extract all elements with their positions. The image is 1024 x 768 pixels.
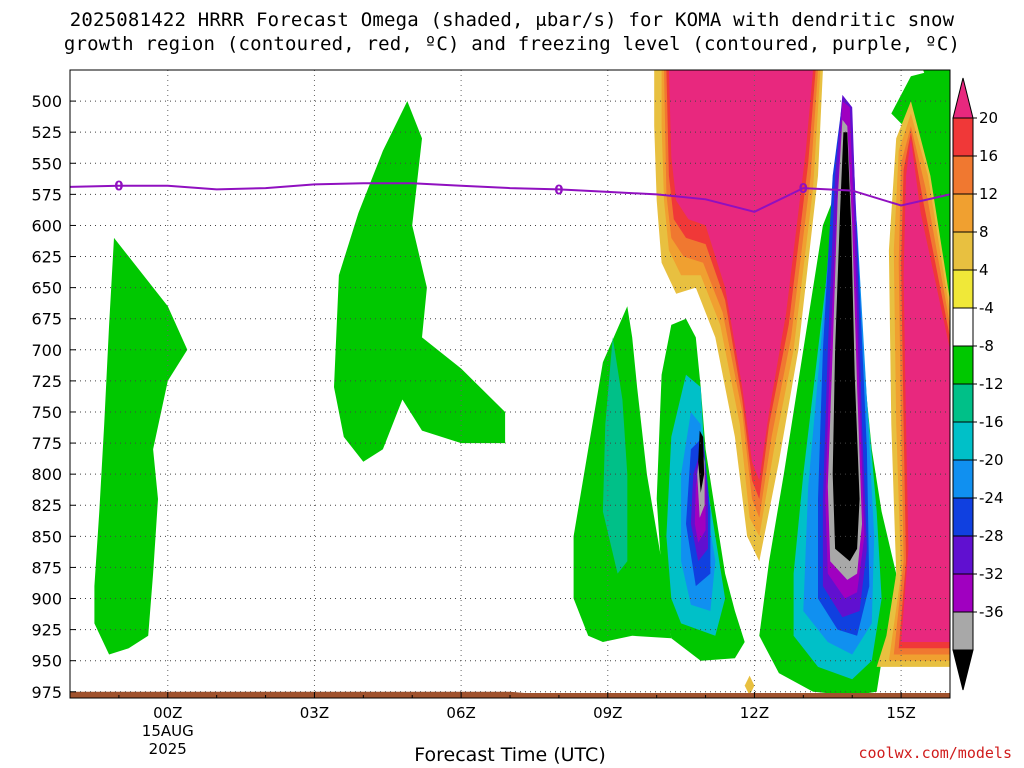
y-tick-label-600: 600: [31, 216, 62, 235]
title-line-2: growth region (contoured, red, ºC) and f…: [63, 33, 961, 55]
colorbar-label-12: -32: [979, 565, 1004, 583]
colorbar-label-3: 8: [979, 223, 989, 241]
colorbar-segment-11: [952, 497, 974, 537]
omega-region-25: [668, 70, 814, 481]
y-tick-label-925: 925: [31, 621, 62, 640]
y-tick-label-900: 900: [31, 590, 62, 609]
terrain-fill: [70, 691, 950, 698]
y-tick-label-950: 950: [31, 652, 62, 671]
omega-region-20: [832, 132, 860, 562]
colorbar-bottom-arrow: [952, 649, 974, 691]
y-tick-label-550: 550: [31, 154, 62, 173]
y-tick-label-750: 750: [31, 403, 62, 422]
y-tick-label-825: 825: [31, 496, 62, 515]
colorbar-segment-5: [952, 269, 974, 309]
y-tick-label-975: 975: [31, 683, 62, 702]
y-tick-label-700: 700: [31, 341, 62, 360]
colorbar-label-8: -16: [979, 413, 1004, 431]
x-tick-label-00Z: 00Z: [153, 704, 182, 722]
colorbar-label-6: -8: [979, 337, 994, 355]
freezing-level-label-1: 0: [554, 183, 563, 198]
colorbar-segment-7: [952, 345, 974, 385]
y-tick-label-650: 650: [31, 279, 62, 298]
omega-shading: [94, 70, 950, 696]
y-tick-label-800: 800: [31, 465, 62, 484]
colorbar-segment-13: [952, 573, 974, 613]
colorbar-label-11: -28: [979, 527, 1004, 545]
title-line-1: 2025081422 HRRR Forecast Omega (shaded, …: [69, 9, 955, 31]
colorbar-segment-8: [952, 383, 974, 423]
freezing-level-label-2: 0: [799, 182, 808, 197]
x-tick-label-12Z: 12Z: [740, 704, 769, 722]
y-tick-label-575: 575: [31, 185, 62, 204]
colorbar-segment-1: [952, 117, 974, 157]
x-tick-label-15Z: 15Z: [886, 704, 915, 722]
colorbar-segment-14: [952, 611, 974, 651]
y-tick-label-625: 625: [31, 248, 62, 267]
colorbar-top-arrow: [952, 77, 974, 119]
freezing-level-label-0: 0: [114, 180, 123, 195]
colorbar-label-2: 12: [979, 185, 998, 203]
omega-region-30: [901, 138, 950, 642]
colorbar-segment-2: [952, 155, 974, 195]
omega-region-1: [334, 101, 506, 462]
credit-link[interactable]: coolwx.com/models: [858, 744, 1012, 762]
x-tick-label-06Z: 06Z: [446, 704, 475, 722]
omega-region-31: [744, 675, 755, 696]
x-axis-title: Forecast Time (UTC): [414, 744, 606, 766]
colorbar-label-10: -24: [979, 489, 1004, 507]
omega-region-32: [923, 70, 948, 126]
colorbar-segment-3: [952, 193, 974, 233]
y-tick-label-675: 675: [31, 310, 62, 329]
y-tick-label-725: 725: [31, 372, 62, 391]
terrain-layer: [70, 691, 950, 698]
omega-region-13: [698, 430, 705, 493]
colorbar-label-5: -4: [979, 299, 994, 317]
colorbar-segment-6: [952, 307, 974, 347]
colorbar-segment-4: [952, 231, 974, 271]
colorbar: 20 16 12 8 4 -4 -8 -12 -16 -20 -24 -28 -32 -36: [952, 77, 1004, 691]
colorbar-segment-9: [952, 421, 974, 461]
y-tick-label-850: 850: [31, 527, 62, 546]
y-tick-label-875: 875: [31, 558, 62, 577]
colorbar-label-4: 4: [979, 261, 989, 279]
colorbar-label-9: -20: [979, 451, 1004, 469]
x-tick-sublabel-2025: 2025: [149, 740, 187, 758]
colorbar-segment-10: [952, 459, 974, 499]
x-tick-label-03Z: 03Z: [300, 704, 329, 722]
omega-region-0: [94, 237, 188, 655]
colorbar-label-0: 20: [979, 109, 998, 127]
chart-title: 2025081422 HRRR Forecast Omega (shaded, …: [0, 8, 1024, 56]
colorbar-label-13: -36: [979, 603, 1004, 621]
y-axis: 500 525 550 575 600 625 650 675 700 725 750 775 800 8…: [31, 92, 76, 702]
colorbar-label-7: -12: [979, 375, 1004, 393]
freezing-level-contour: 0 0 0: [70, 180, 950, 213]
grid-lines: [70, 70, 950, 698]
x-tick-sublabel-15AUG: 15AUG: [142, 722, 194, 740]
colorbar-label-1: 16: [979, 147, 998, 165]
y-tick-label-500: 500: [31, 92, 62, 111]
x-tick-label-09Z: 09Z: [593, 704, 622, 722]
freezing-level-line: [70, 182, 950, 213]
colorbar-segment-12: [952, 535, 974, 575]
omega-region-6: [602, 337, 628, 574]
y-tick-label-525: 525: [31, 123, 62, 142]
y-tick-label-775: 775: [31, 434, 62, 453]
